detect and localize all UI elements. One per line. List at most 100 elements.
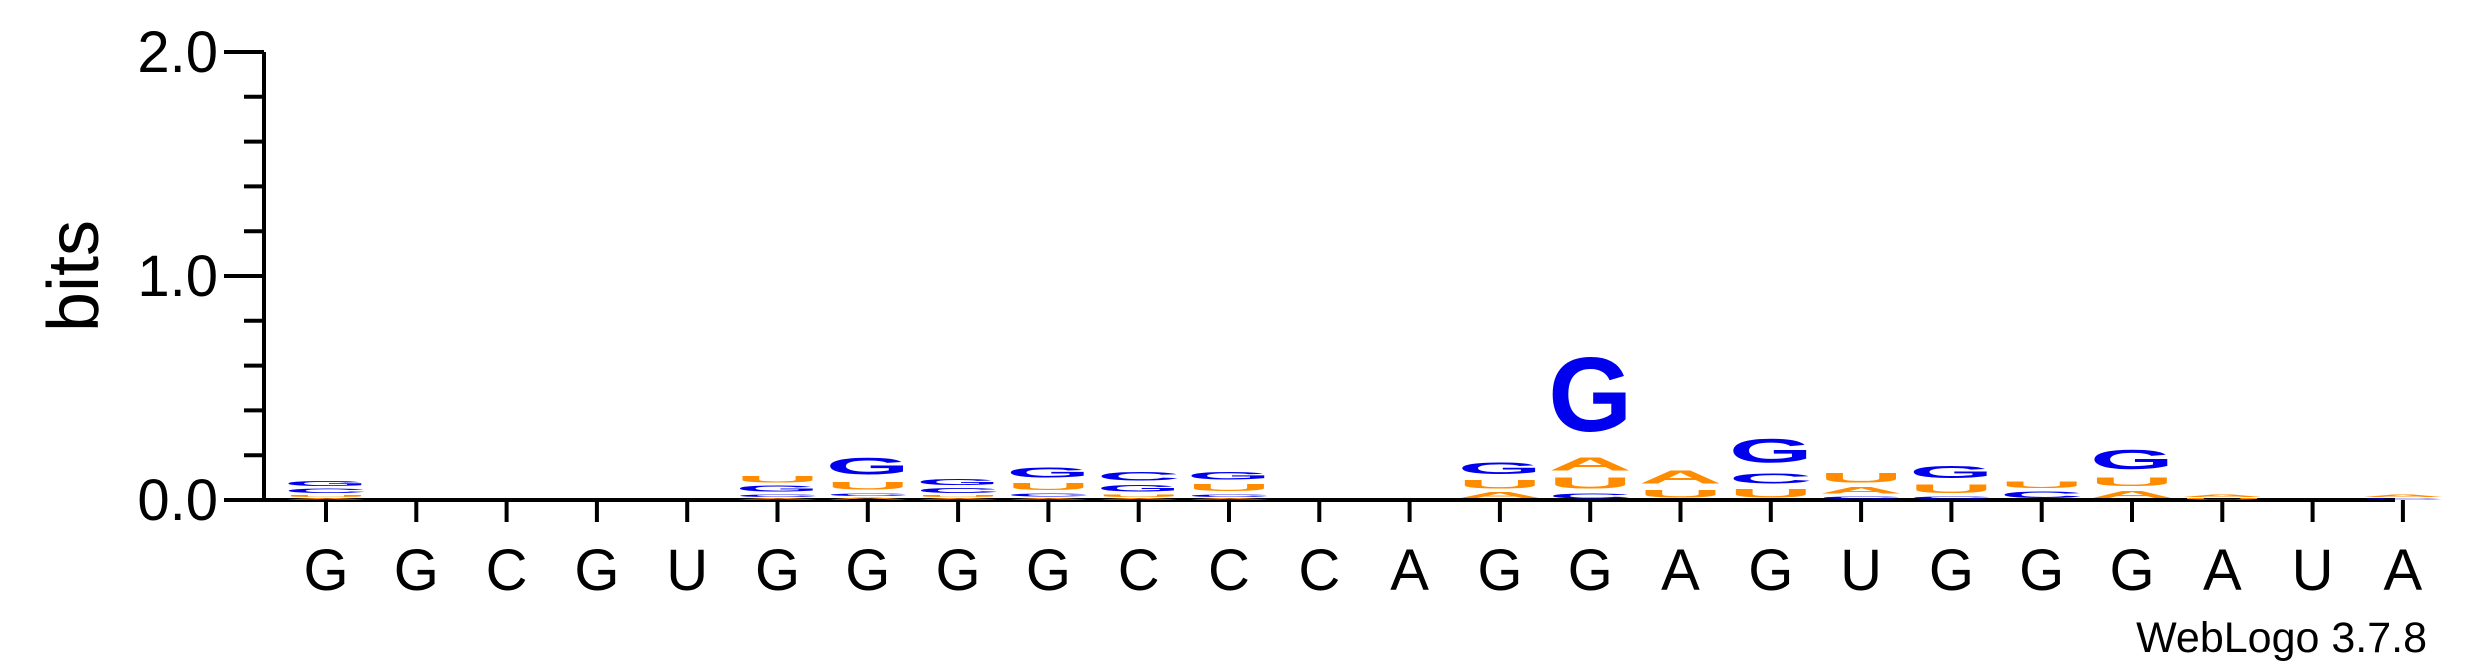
logo-letter-C: C [1006,492,1090,498]
logo-letter-A: A [1638,467,1722,487]
logo-letter-U: U [1458,478,1542,491]
logo-letter-U: U [284,494,368,497]
logo-letter-U: U [2090,475,2174,488]
logo-letter-C: C [284,488,368,495]
stack-position-21: AUG [2090,444,2174,500]
logo-letter-A: A [735,498,819,500]
logo-letter-G: G [1458,459,1542,478]
x-tick-label: G [755,538,800,603]
logo-letter-C: C [736,493,820,497]
y-axis-label: bits [34,220,114,332]
logo-letter-A: A [284,498,368,500]
logo-letter-A: A [1458,491,1542,500]
logo-letter-U: U [735,474,819,484]
y-tick-label: 0.0 [137,468,218,533]
logo-letter-A: A [1548,454,1632,474]
logo-letter-A: A [826,497,910,500]
stack-position-14: AUG [1458,459,1542,500]
x-tick-label: G [303,538,348,603]
logo-letter-C: C [916,487,1000,495]
stack-position-19: CUG [1909,462,1993,500]
logo-letter-U: U [916,494,1000,497]
logo-letter-C: C [1729,470,1813,487]
logo-letter-G: G [1548,335,1632,454]
logo-letter-C: C [1909,496,1993,500]
x-tick-label: G [845,538,890,603]
logo-letter-U: U [1729,486,1813,499]
logo-letter-C: C [1548,492,1632,500]
x-tick-label: G [2019,538,2064,603]
logo-letter-G: G [1097,483,1181,493]
stack-position-17: UCG [1729,432,1813,500]
x-tick-label: C [1208,538,1250,603]
logo-letter-G: G [284,480,368,488]
logo-letter-A: A [1187,498,1271,500]
logo-letter-G: G [1729,432,1813,470]
logo-letter-G: G [916,478,1000,487]
x-tick-label: G [1929,538,1974,603]
weblogo-version-label: WebLogo 3.7.8 [2136,614,2427,662]
logo-letter-U: U [1097,493,1181,497]
logo-letter-U: U [1006,481,1090,492]
logo-letter-A: A [2090,489,2174,500]
x-tick-label: G [1026,538,1071,603]
logo-letter-U: U [1187,482,1271,493]
logo-letter-C: C [1819,496,1903,500]
logo-letter-U: U [826,480,910,492]
logo-letter-A: A [2361,493,2445,497]
logo-letter-C: C [826,492,910,496]
x-tick-label: U [1840,538,1882,603]
logo-letter-U: U [1909,482,1993,495]
x-tick-label: A [1390,538,1429,603]
y-tick-label: 2.0 [137,20,218,85]
y-ticks: 0.0 1.0 2.0 [137,20,264,533]
logo-letter-A: A [1006,498,1090,500]
y-tick-label: 1.0 [137,244,218,309]
stack-position-20: CU [2000,480,2084,500]
logo-letter-G: G [2090,444,2174,475]
x-tick-label: A [1661,538,1700,603]
logo-letter-U: U [1819,470,1903,486]
logo-letter-G: G [736,484,820,493]
x-tick-label: U [2292,538,2334,603]
x-tick-label: C [1298,538,1340,603]
logo-letter-A: A [2180,493,2264,497]
logo-letter-C: C [1097,470,1181,483]
stack-position-18: CAU [1819,470,1903,500]
x-tick-label: G [1477,538,1522,603]
logo-letter-U: U [1548,474,1632,492]
stack-position-16: UA [1638,467,1722,499]
x-tick-label: G [1568,538,1613,603]
axes [262,52,2395,502]
logo-letter-U: U [2000,480,2084,490]
logo-letter-C: C [2361,498,2445,500]
x-tick-label: U [666,538,708,603]
logo-letter-A: A [1097,498,1181,500]
x-tick-label: G [574,538,619,603]
logo-letter-A: A [916,498,1000,500]
logo-letter-U: U [1638,488,1722,500]
x-tick-label: G [2109,538,2154,603]
x-tick-label: G [936,538,981,603]
x-tick-label: G [1748,538,1793,603]
logo-letter-C: C [1187,493,1271,497]
logo-letter-G: G [826,453,910,480]
logo-letter-G: G [1006,464,1090,481]
logo-letter-C: C [2000,490,2084,500]
x-tick-label: C [486,538,528,603]
logo-letter-G: G [1187,470,1271,482]
stack-position-22: UA [2180,493,2264,500]
logo-letter-U: U [2180,498,2264,500]
logo-letter-A: A [1819,485,1903,495]
stack-position-24: CA [2361,493,2445,500]
